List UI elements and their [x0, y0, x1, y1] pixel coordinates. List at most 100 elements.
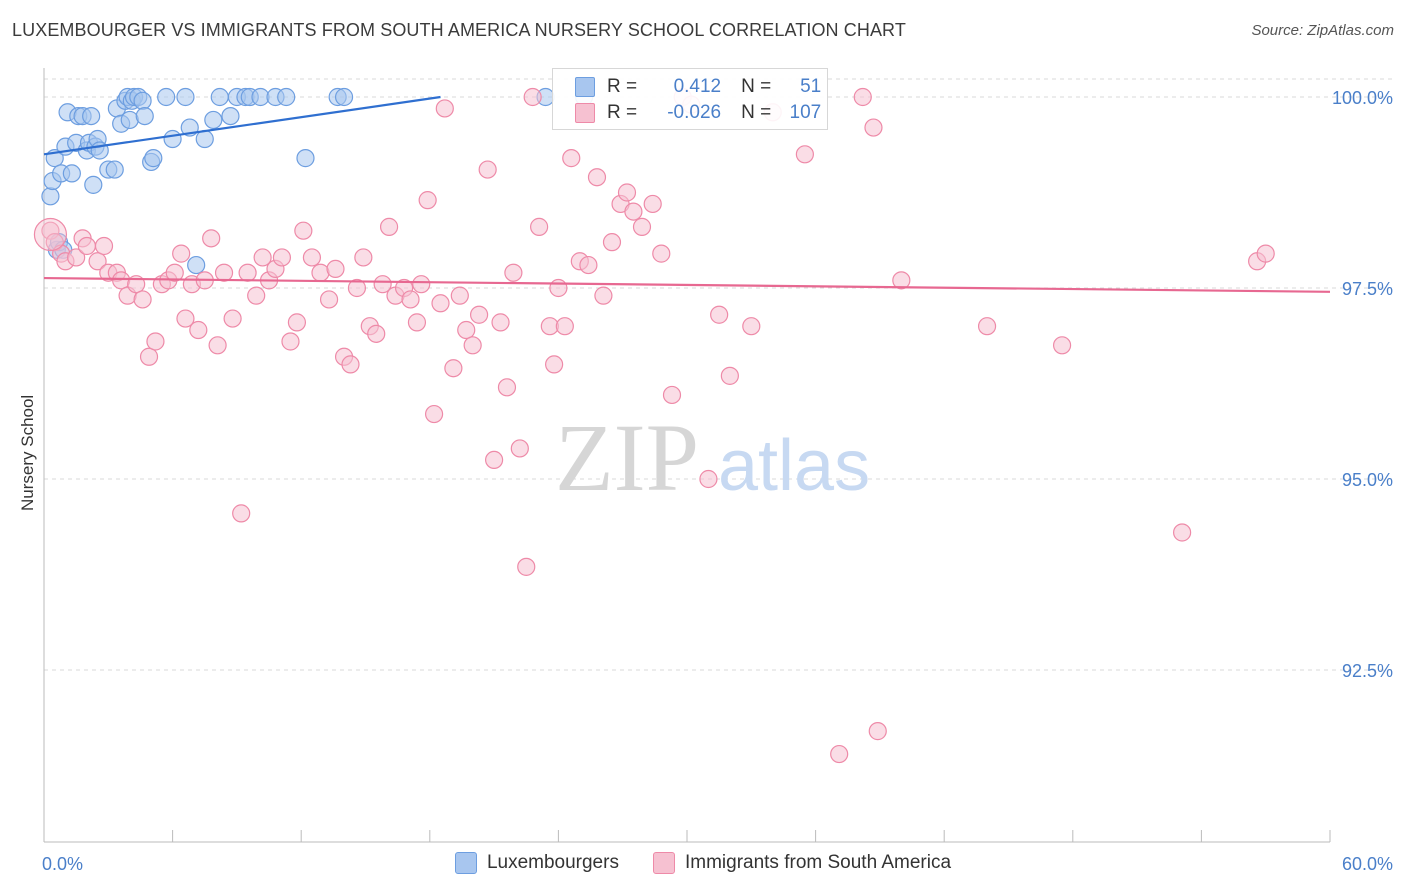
point-south-america: [699, 469, 718, 489]
legend-item-immigrants-south-america[interactable]: Immigrants from South America: [652, 852, 951, 874]
point-south-america: [247, 286, 266, 305]
point-south-america: [424, 404, 444, 424]
point-luxembourgers: [133, 91, 152, 110]
point-south-america: [77, 236, 96, 256]
y-axis-title: Nursery School: [18, 394, 37, 511]
point-south-america: [112, 271, 131, 290]
point-south-america: [643, 194, 662, 214]
point-south-america: [710, 305, 729, 324]
point-south-america: [720, 366, 739, 385]
point-south-america: [444, 359, 463, 378]
point-south-america: [510, 439, 529, 458]
point-south-america: [272, 248, 292, 267]
stats-r-label: R =: [607, 76, 638, 97]
point-south-america: [652, 244, 671, 263]
point-south-america: [418, 191, 437, 210]
stats-box: R = 0.412 N = 51 R = -0.026 N = 107: [552, 68, 828, 130]
point-south-america: [202, 229, 221, 248]
point-luxembourgers: [135, 106, 154, 126]
point-south-america: [94, 236, 114, 256]
point-south-america: [830, 744, 849, 764]
point-south-america: [373, 275, 392, 294]
point-south-america: [478, 160, 497, 179]
point-south-america: [347, 278, 367, 298]
stats-row-pink: R = -0.026 N = 107: [575, 100, 821, 126]
point-luxembourgers: [144, 149, 163, 168]
point-south-america: [412, 275, 431, 294]
point-south-america: [549, 278, 568, 298]
point-south-america: [379, 217, 399, 236]
watermark: ZIP atlas: [555, 404, 870, 511]
point-south-america: [133, 290, 152, 309]
point-south-america: [662, 385, 682, 405]
point-south-america: [176, 309, 195, 328]
point-south-america: [977, 317, 997, 336]
stats-n-value: 51: [800, 76, 822, 97]
point-south-america: [88, 252, 107, 271]
point-luxembourgers: [204, 110, 223, 130]
point-south-america: [523, 87, 542, 107]
point-luxembourgers: [334, 87, 354, 107]
point-south-america: [326, 259, 345, 278]
x-tick-label: 60.0%: [1342, 854, 1393, 874]
point-luxembourgers: [221, 106, 240, 126]
point-south-america: [892, 271, 911, 290]
point-south-america: [457, 320, 476, 340]
point-south-america: [302, 248, 322, 267]
point-south-america: [504, 263, 523, 282]
point-south-america: [431, 294, 450, 313]
point-south-america: [864, 118, 883, 137]
point-south-america: [165, 263, 184, 282]
stats-swatch-blue: [575, 77, 595, 97]
point-luxembourgers: [277, 87, 296, 107]
stats-n-value: 107: [789, 102, 822, 123]
point-south-america: [517, 557, 536, 576]
point-south-america: [146, 332, 165, 351]
point-south-america: [587, 168, 607, 187]
point-south-america: [742, 317, 761, 336]
watermark-atlas: atlas: [718, 426, 870, 506]
point-luxembourgers: [82, 106, 101, 126]
trend-line-south-america: [43, 276, 1331, 293]
point-luxembourgers: [296, 149, 315, 168]
point-luxembourgers: [120, 110, 139, 130]
point-south-america: [579, 255, 598, 275]
point-south-america: [319, 290, 339, 309]
point-luxembourgers: [176, 87, 195, 107]
point-south-america: [485, 450, 504, 469]
point-south-america: [354, 248, 373, 267]
stats-r-value: -0.026: [667, 102, 722, 123]
point-south-america: [401, 290, 420, 309]
point-south-america: [594, 286, 613, 305]
point-south-america: [281, 332, 300, 351]
y-tick-label: 95.0%: [1342, 470, 1393, 490]
point-south-america: [491, 313, 510, 332]
y-tick-label: 92.5%: [1342, 661, 1393, 681]
point-south-america: [624, 202, 643, 221]
point-south-america: [367, 324, 386, 343]
stats-row-blue: R = 0.412 N = 51: [575, 74, 821, 100]
point-south-america: [868, 722, 887, 741]
legend-item-luxembourgers[interactable]: Luxembourgers: [454, 852, 619, 874]
point-south-america: [67, 248, 86, 267]
point-south-america: [795, 145, 814, 164]
point-south-america: [208, 336, 227, 355]
point-south-america: [555, 317, 574, 336]
point-south-america: [617, 183, 637, 202]
point-south-america: [469, 305, 489, 324]
y-tick-label: 97.5%: [1342, 279, 1393, 299]
point-luxembourgers: [62, 164, 81, 183]
point-south-america: [33, 217, 68, 252]
point-south-america: [602, 233, 622, 252]
point-south-america: [545, 355, 564, 374]
point-south-america: [497, 378, 517, 397]
point-luxembourgers: [84, 175, 103, 194]
point-luxembourgers: [195, 129, 214, 149]
tick-labels: 92.5% 95.0% 97.5% 100.0% 0.0% 60.0%: [42, 88, 1393, 874]
point-south-america: [632, 217, 652, 236]
point-south-america: [463, 336, 482, 355]
point-south-america: [1256, 244, 1275, 263]
point-south-america: [189, 320, 208, 340]
stats-r-label: R =: [607, 102, 638, 123]
point-luxembourgers: [105, 160, 124, 179]
